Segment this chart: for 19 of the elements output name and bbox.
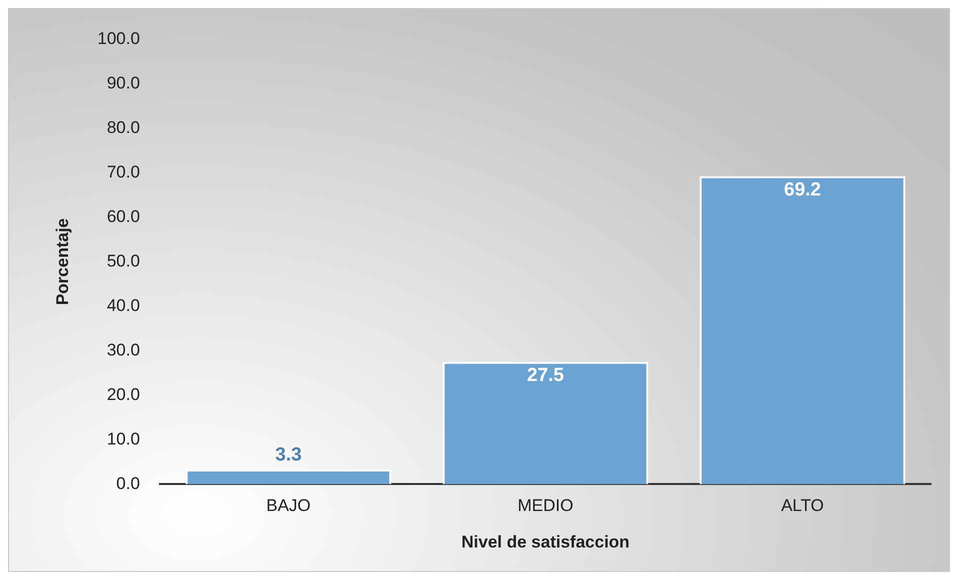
data-label: 27.5 xyxy=(526,365,564,386)
data-label: 69.2 xyxy=(784,179,821,200)
y-axis-title: Porcentaje xyxy=(52,218,72,306)
x-tick-label: BAJO xyxy=(266,496,311,516)
y-tick-label: 90.0 xyxy=(106,73,140,92)
x-tick-label: ALTO xyxy=(781,496,824,516)
y-tick-label: 10.0 xyxy=(106,429,140,448)
data-label: 3.3 xyxy=(275,444,302,466)
x-tick-label: MEDIO xyxy=(518,496,574,516)
y-tick-label: 50.0 xyxy=(106,251,140,270)
y-tick-label: 0.0 xyxy=(116,474,140,493)
y-tick-label: 80.0 xyxy=(106,118,140,137)
y-tick-label: 70.0 xyxy=(106,162,140,182)
y-tick-label: 60.0 xyxy=(106,206,140,226)
x-axis-title: Nivel de satisfaccion xyxy=(461,532,630,552)
y-tick-label: 30.0 xyxy=(106,340,140,360)
y-tick-label: 100.0 xyxy=(97,28,140,48)
y-tick-label: 20.0 xyxy=(106,384,140,404)
y-tick-label: 40.0 xyxy=(106,296,140,315)
